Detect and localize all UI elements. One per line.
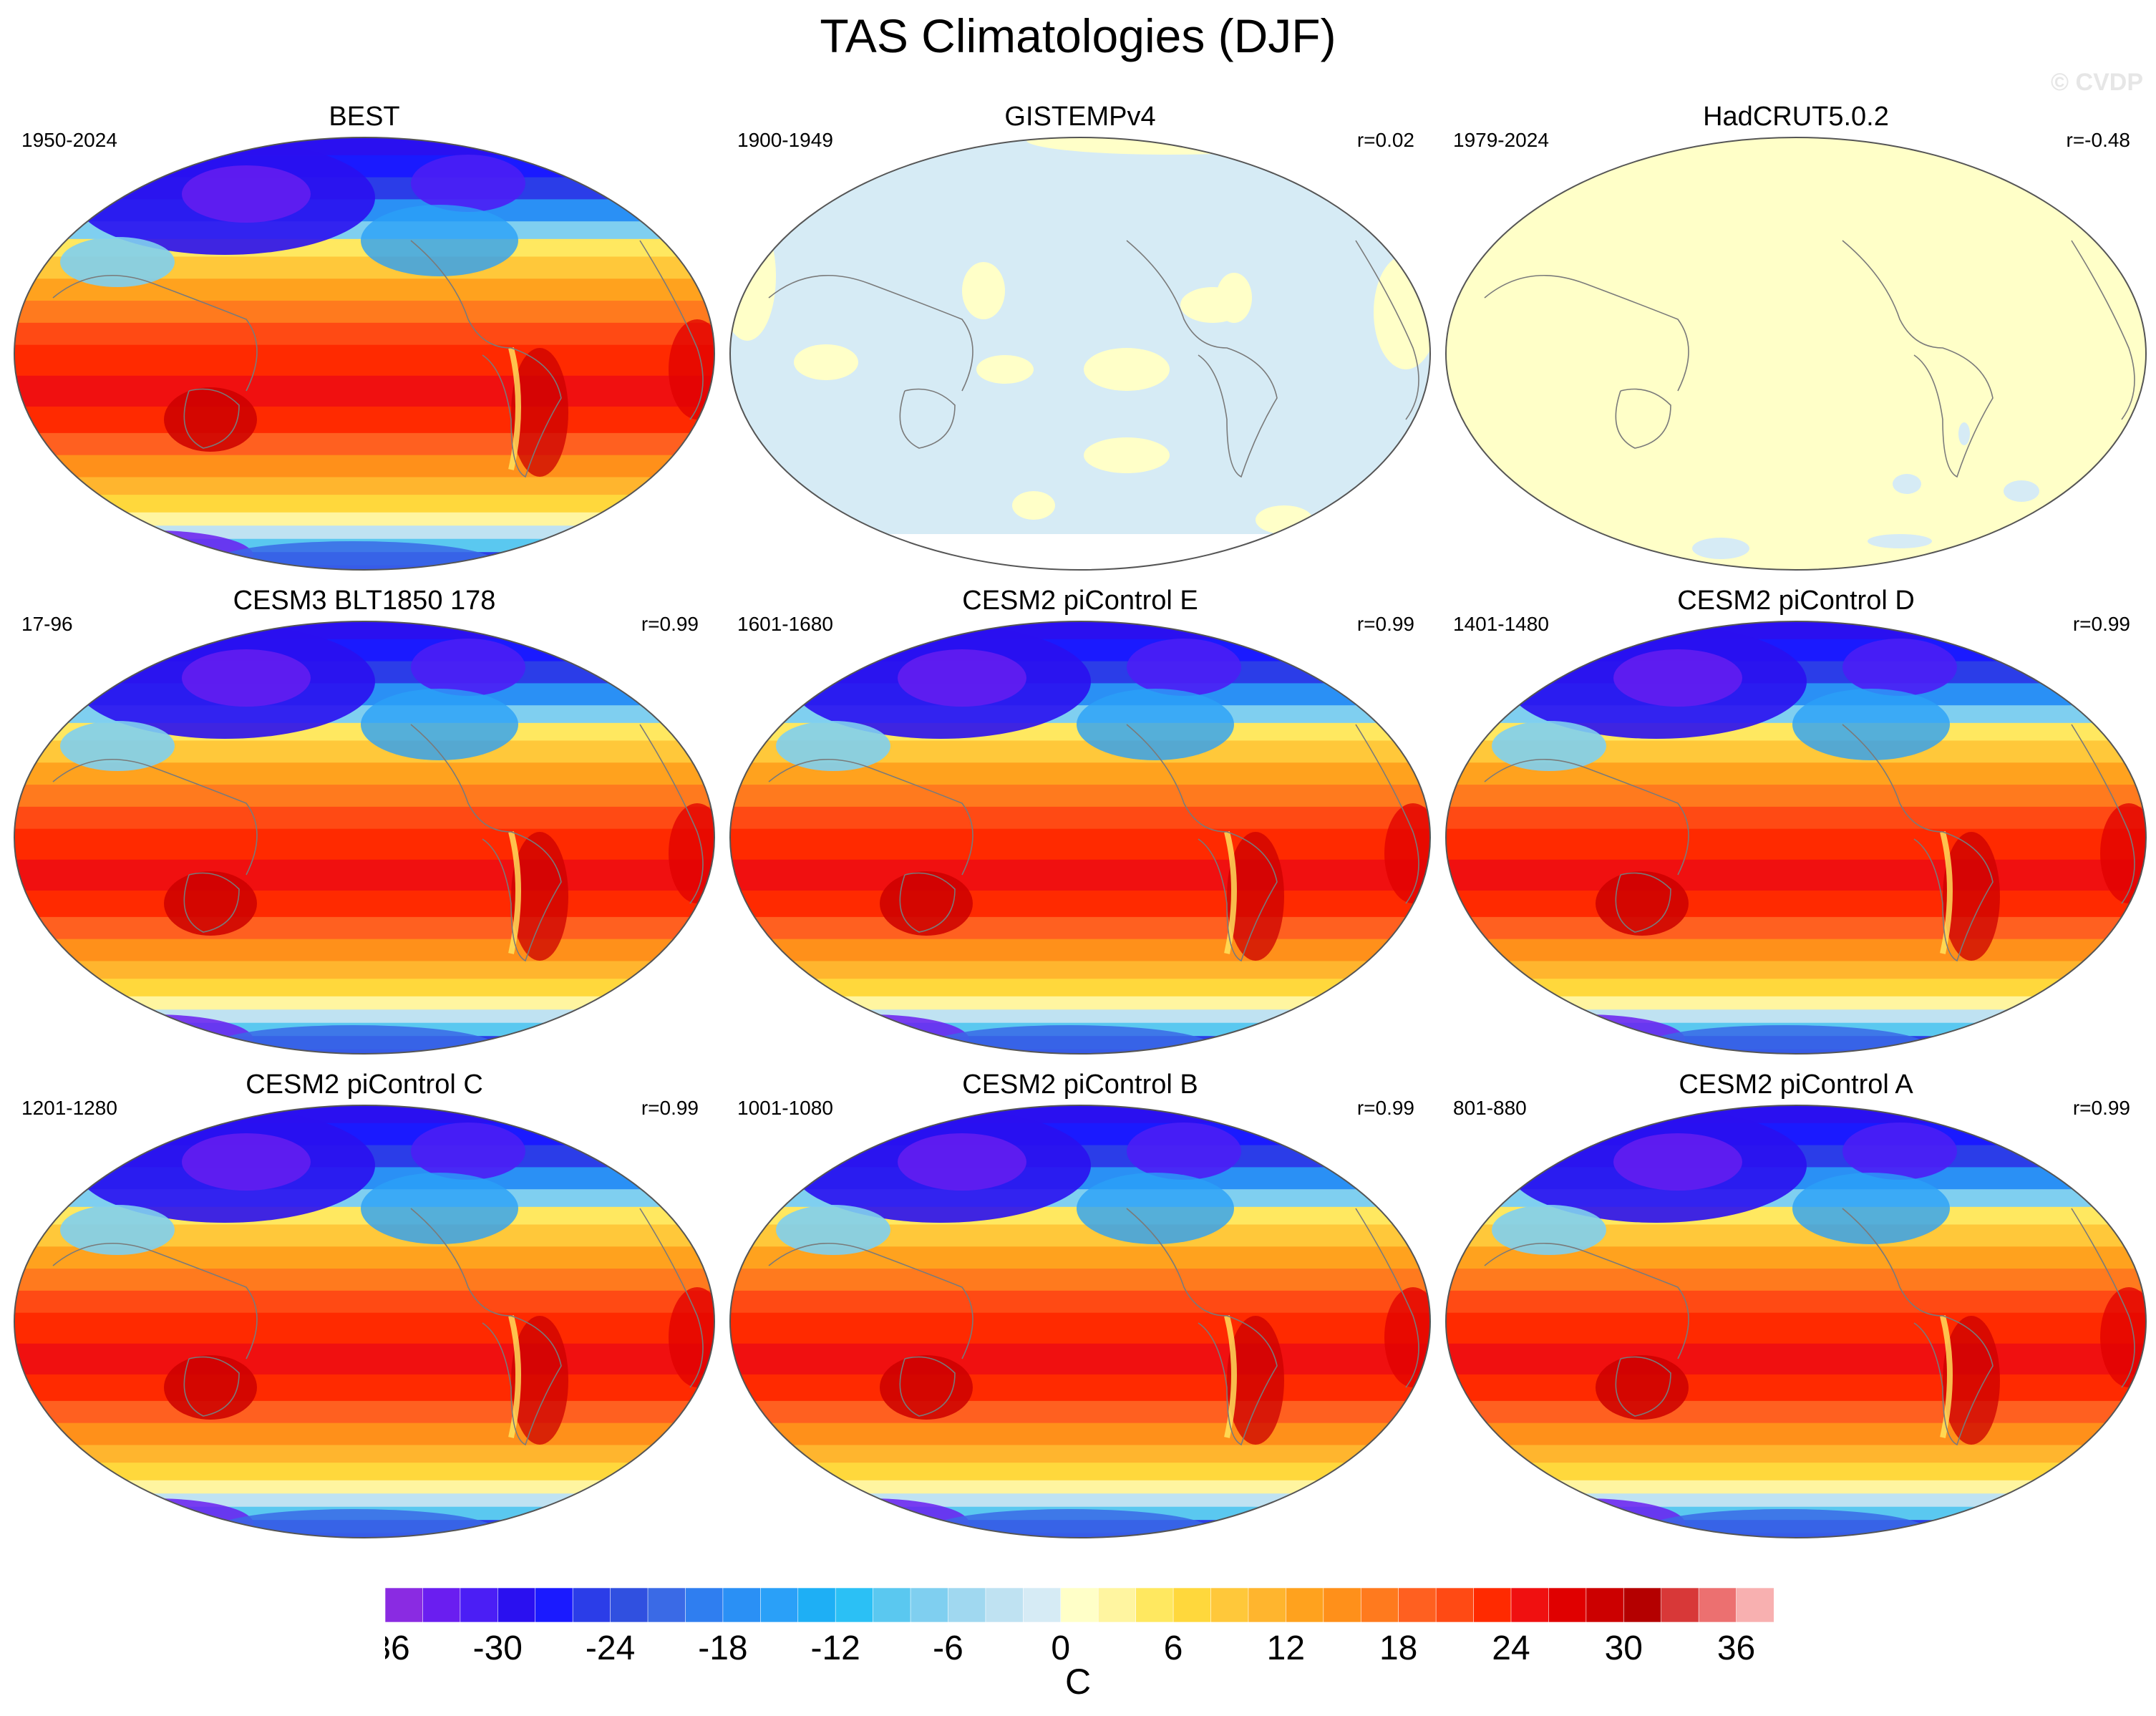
colorbar-swatch — [1398, 1588, 1437, 1623]
panel-title: HadCRUT5.0.2 — [1703, 102, 1889, 132]
colorbar-tick-label: 0 — [1051, 1629, 1070, 1667]
colorbar-swatch — [685, 1588, 724, 1623]
colorbar-swatch — [1661, 1588, 1699, 1623]
colorbar-tick-label: 36 — [1717, 1629, 1755, 1667]
colorbar-swatch — [1323, 1588, 1362, 1623]
colorbar-swatch — [1060, 1588, 1099, 1623]
panel-correlation: r=0.99 — [2072, 1097, 2130, 1119]
map-plot — [729, 1105, 1431, 1538]
colorbar-swatch — [760, 1588, 799, 1623]
colorbar-tick-label: -36 — [385, 1629, 410, 1667]
map-panel: CESM2 piControl C 1201-1280 r=0.99 — [10, 1070, 719, 1542]
map-plot — [14, 1105, 715, 1538]
colorbar-swatch — [647, 1588, 686, 1623]
colorbar-swatch — [572, 1588, 611, 1623]
panel-period: 1979-2024 — [1453, 129, 1549, 151]
map-plot — [729, 621, 1431, 1055]
panel-correlation: r=0.99 — [1356, 1097, 1414, 1119]
colorbar-swatch — [1135, 1588, 1174, 1623]
colorbar-tick-label: 24 — [1492, 1629, 1530, 1667]
panel-correlation: r=0.99 — [2072, 613, 2130, 635]
colorbar-tick-label: 18 — [1379, 1629, 1417, 1667]
colorbar-swatch — [1586, 1588, 1625, 1623]
colorbar-tick-label: 6 — [1164, 1629, 1183, 1667]
map-panel: CESM2 piControl D 1401-1480 r=0.99 — [1442, 586, 2150, 1058]
colorbar-swatch — [1698, 1588, 1737, 1623]
figure-title: TAS Climatologies (DJF) — [820, 9, 1336, 62]
map-panel: GISTEMPv4 1900-1949 r=0.02 — [726, 102, 1434, 574]
colorbar-swatch — [948, 1588, 986, 1623]
colorbar-tick-label: -18 — [698, 1629, 747, 1667]
colorbar-swatch — [1623, 1588, 1662, 1623]
panel-period: 1201-1280 — [21, 1097, 117, 1119]
map-panel: CESM2 piControl A 801-880 r=0.99 — [1442, 1070, 2150, 1542]
panel-period: 1950-2024 — [21, 129, 117, 151]
colorbar-tick-label: -24 — [586, 1629, 635, 1667]
panel-period: 1401-1480 — [1453, 613, 1549, 635]
colorbar-tick-label: 30 — [1605, 1629, 1643, 1667]
map-plot — [729, 137, 1431, 571]
colorbar-swatch — [1097, 1588, 1137, 1623]
colorbar-swatch — [1736, 1588, 1774, 1623]
watermark: © CVDP — [2051, 69, 2143, 96]
colorbar-swatch — [385, 1588, 424, 1623]
panel-title: BEST — [329, 102, 400, 132]
map-plot — [14, 137, 715, 571]
panel-title: CESM3 BLT1850 178 — [233, 586, 496, 616]
colorbar-swatch — [797, 1588, 836, 1623]
panel-title: GISTEMPv4 — [1004, 102, 1156, 132]
panel-title: CESM2 piControl D — [1677, 586, 1915, 616]
map-panel: HadCRUT5.0.2 1979-2024 r=-0.48 — [1442, 102, 2150, 574]
colorbar-swatch — [460, 1588, 499, 1623]
colorbar-swatch — [1360, 1588, 1399, 1623]
panel-correlation: r=0.99 — [641, 1097, 699, 1119]
map-plot — [1445, 1105, 2147, 1538]
map-panel: BEST 1950-2024 — [10, 102, 719, 574]
colorbar-swatch — [535, 1588, 573, 1623]
panel-title: CESM2 piControl A — [1679, 1070, 1913, 1100]
colorbar-tick-label: 12 — [1267, 1629, 1305, 1667]
colorbar-swatch — [610, 1588, 649, 1623]
colorbar-tick-label: -6 — [933, 1629, 963, 1667]
panel-period: 17-96 — [21, 613, 73, 635]
map-panel: CESM2 piControl B 1001-1080 r=0.99 — [726, 1070, 1434, 1542]
map-plot — [1445, 621, 2147, 1055]
colorbar-swatch — [1210, 1588, 1249, 1623]
map-plot — [14, 621, 715, 1055]
panel-period: 1001-1080 — [737, 1097, 833, 1119]
colorbar-swatch — [835, 1588, 874, 1623]
panel-title: CESM2 piControl B — [962, 1070, 1198, 1100]
colorbar: -36 -30 -24 -18 -12 -6 0 6 12 18 24 30 36 — [385, 1588, 1774, 1667]
map-panel: CESM2 piControl E 1601-1680 r=0.99 — [726, 586, 1434, 1058]
colorbar-swatch — [1023, 1588, 1062, 1623]
panel-correlation: r=0.02 — [1356, 129, 1414, 151]
panel-correlation: r=-0.48 — [2066, 129, 2131, 151]
panel-period: 1900-1949 — [737, 129, 833, 151]
colorbar-swatch — [985, 1588, 1024, 1623]
colorbar-swatch — [497, 1588, 536, 1623]
colorbar-swatch — [1286, 1588, 1324, 1623]
colorbar-swatch — [1435, 1588, 1475, 1623]
panel-period: 1601-1680 — [737, 613, 833, 635]
colorbar-label: C — [1064, 1662, 1092, 1702]
colorbar-swatch — [1248, 1588, 1287, 1623]
colorbar-swatch — [1548, 1588, 1587, 1623]
panel-title: CESM2 piControl C — [246, 1070, 483, 1100]
map-panel: CESM3 BLT1850 178 17-96 r=0.99 — [10, 586, 719, 1058]
colorbar-swatch — [1510, 1588, 1550, 1623]
colorbar-swatch — [722, 1588, 762, 1623]
colorbar-swatch — [1172, 1588, 1212, 1623]
colorbar-swatch — [910, 1588, 949, 1623]
colorbar-swatch — [422, 1588, 461, 1623]
panel-period: 801-880 — [1453, 1097, 1527, 1119]
colorbar-tick-label: -12 — [811, 1629, 860, 1667]
map-plot — [1445, 137, 2147, 571]
colorbar-tick-label: -30 — [473, 1629, 523, 1667]
panel-correlation: r=0.99 — [1356, 613, 1414, 635]
colorbar-swatch — [873, 1588, 911, 1623]
panel-title: CESM2 piControl E — [962, 586, 1198, 616]
colorbar-swatch — [1473, 1588, 1512, 1623]
panel-correlation: r=0.99 — [641, 613, 699, 635]
